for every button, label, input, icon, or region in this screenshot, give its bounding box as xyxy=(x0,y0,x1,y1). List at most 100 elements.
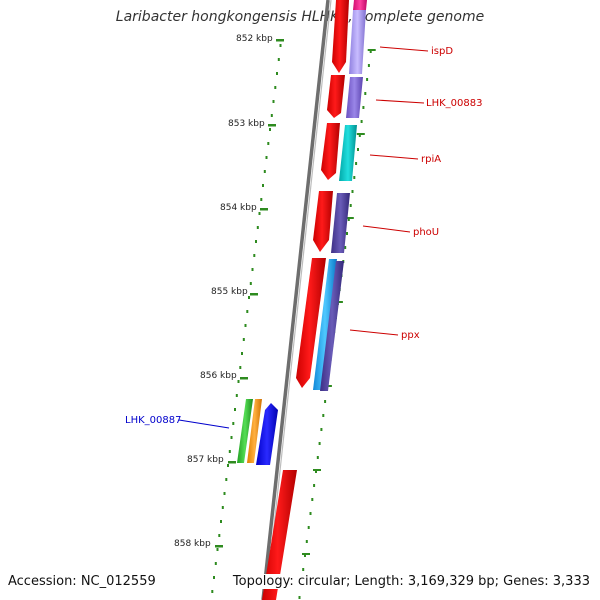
minor-tick xyxy=(358,134,361,137)
gene-arrow-skyblue[interactable] xyxy=(313,259,337,390)
minor-tick xyxy=(263,170,266,173)
minor-tick xyxy=(277,58,280,61)
gene-arrow-blue[interactable] xyxy=(256,403,278,465)
minor-tick xyxy=(316,456,319,459)
gene-arrow-green[interactable] xyxy=(237,399,253,463)
minor-tick xyxy=(223,492,226,495)
minor-tick xyxy=(258,212,261,215)
gene-arrow-pink[interactable] xyxy=(353,0,367,10)
scale-major-tick xyxy=(215,545,223,548)
gene-label-lhk-00883[interactable]: LHK_00883 xyxy=(426,98,482,109)
minor-tick xyxy=(309,512,312,515)
minor-tick xyxy=(220,520,222,523)
minor-tick xyxy=(324,400,327,403)
major-tick xyxy=(313,469,321,471)
major-tick xyxy=(356,133,365,135)
minor-tick xyxy=(322,414,325,417)
minor-tick xyxy=(244,324,247,327)
minor-tick xyxy=(227,464,229,467)
label-connectors xyxy=(178,46,429,429)
minor-tick xyxy=(237,380,240,383)
minor-tick xyxy=(262,184,264,187)
gene-arrow-red[interactable] xyxy=(262,470,297,600)
scale-major-tick xyxy=(260,208,268,211)
topology-text: Topology: circular; Length: 3,169,329 bp… xyxy=(232,574,590,589)
minor-tick xyxy=(272,100,275,103)
gene-arrow-red[interactable] xyxy=(321,123,340,180)
minor-tick xyxy=(235,394,238,397)
minor-tick xyxy=(347,218,350,221)
scale-major-tick xyxy=(276,39,284,42)
gene-arrow-red[interactable] xyxy=(296,258,326,388)
minor-tick xyxy=(367,64,370,67)
major-tick xyxy=(345,217,354,219)
minor-tick xyxy=(344,246,347,249)
minor-tick xyxy=(214,562,217,565)
gene-arrow-red[interactable] xyxy=(327,75,345,118)
genome-backbone xyxy=(261,0,332,600)
minor-tick xyxy=(234,408,236,411)
minor-tick xyxy=(265,156,268,159)
minor-tick xyxy=(251,268,254,271)
minor-tick xyxy=(305,540,308,543)
minor-tick xyxy=(249,282,252,285)
minor-tick xyxy=(213,576,215,579)
map-title: Laribacter hongkongensis HLHK9, complete… xyxy=(115,9,485,25)
scale-tick-label: 857 kbp xyxy=(187,455,224,465)
minor-tick xyxy=(366,78,369,81)
minor-tick xyxy=(311,498,314,501)
minor-tick xyxy=(260,198,263,201)
minor-tick xyxy=(346,232,348,235)
gene-arrow-red[interactable] xyxy=(332,0,349,73)
scale-major-tick xyxy=(268,124,276,127)
minor-tick xyxy=(307,526,310,529)
gene-arrow-darkpurple[interactable] xyxy=(320,261,344,391)
gene-features xyxy=(237,0,367,600)
minor-tick xyxy=(230,436,233,439)
minor-tick xyxy=(228,450,231,453)
scale-major-tick xyxy=(250,293,258,296)
minor-tick xyxy=(211,590,214,593)
minor-tick xyxy=(239,366,242,369)
gene-arrow-orange[interactable] xyxy=(247,399,262,463)
minor-tick xyxy=(274,86,277,89)
minor-tick xyxy=(232,422,235,425)
minor-tick xyxy=(276,72,278,75)
minor-tick xyxy=(357,148,359,151)
minor-tick xyxy=(313,484,316,487)
gene-label-ispD[interactable]: ispD xyxy=(431,46,453,57)
minor-tick xyxy=(242,338,245,341)
scale-tick-label: 854 kbp xyxy=(220,203,257,213)
minor-tick xyxy=(320,428,323,431)
minor-tick xyxy=(349,204,352,207)
gene-label-rpiA[interactable]: rpiA xyxy=(421,154,441,165)
scale-tick-label: 856 kbp xyxy=(200,371,237,381)
gene-arrow-cyan[interactable] xyxy=(339,125,357,181)
minor-tick xyxy=(241,352,243,355)
gene-label-ppx[interactable]: ppx xyxy=(401,330,420,341)
gene-label-lhk-00887[interactable]: LHK_00887 xyxy=(125,415,181,426)
minor-tick xyxy=(246,310,249,313)
tick-ring xyxy=(211,44,282,593)
gene-arrow-red[interactable] xyxy=(313,191,333,252)
scale-tick-label: 852 kbp xyxy=(236,34,273,44)
minor-tick xyxy=(364,92,367,95)
gene-arrow-lavender[interactable] xyxy=(349,10,366,74)
scale-tick-label: 853 kbp xyxy=(228,119,265,129)
major-tick xyxy=(367,49,376,51)
minor-tick xyxy=(225,478,228,481)
scale-tick-label: 858 kbp xyxy=(174,539,211,549)
minor-tick xyxy=(353,176,356,179)
minor-tick xyxy=(253,254,256,257)
minor-tick xyxy=(304,554,306,557)
minor-tick xyxy=(279,44,282,47)
gene-arrow-purple[interactable] xyxy=(346,77,363,118)
gene-label-phoU[interactable]: phoU xyxy=(413,227,439,238)
minor-tick xyxy=(255,240,257,243)
minor-tick xyxy=(302,568,305,571)
minor-tick xyxy=(315,470,317,473)
minor-tick xyxy=(267,142,270,145)
minor-tick xyxy=(270,114,273,117)
gene-arrow-darkpurple[interactable] xyxy=(331,193,350,253)
